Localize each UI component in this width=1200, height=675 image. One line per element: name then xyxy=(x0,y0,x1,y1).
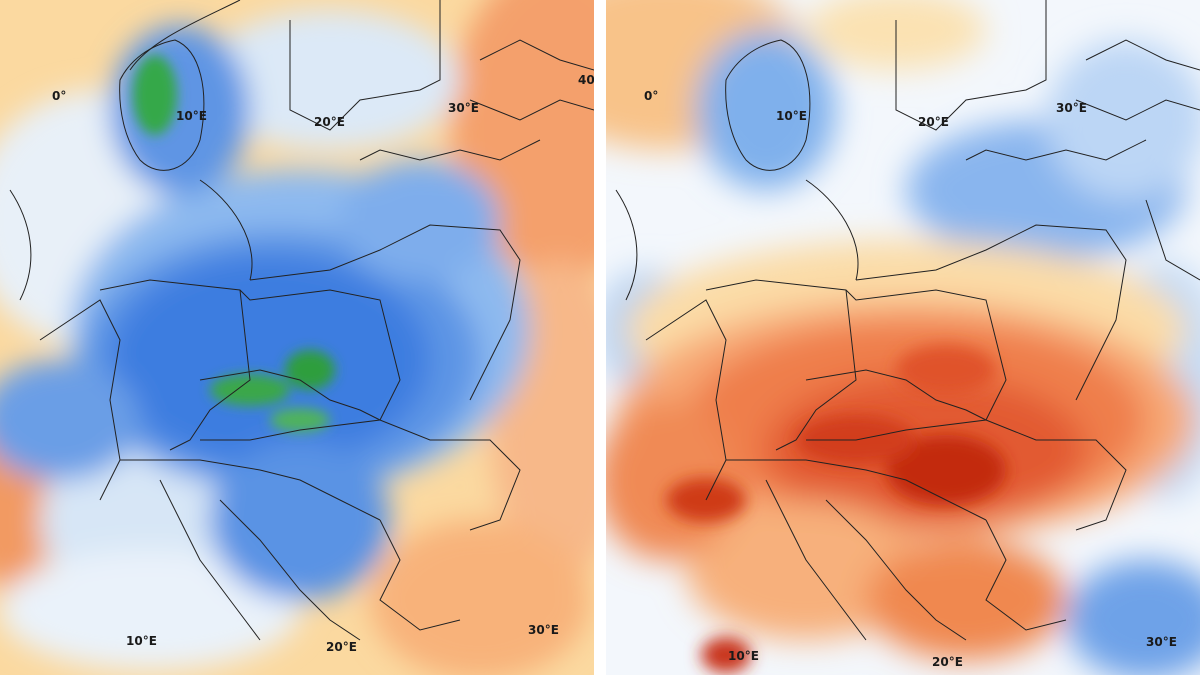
lon-label-0: 0° xyxy=(52,89,66,103)
lon-label-20e-bottom: 20°E xyxy=(326,640,357,654)
sweden-coast xyxy=(199,179,253,281)
country-borders xyxy=(39,0,594,641)
lon-label-10e-top: 10°E xyxy=(176,109,207,123)
sweden-coast xyxy=(805,179,859,281)
lon-label-0: 0° xyxy=(644,89,658,103)
uk-coast xyxy=(9,189,32,301)
warm-anomaly-map: 0° 10°E 20°E 30°E 10°E 20°E 30°E xyxy=(606,0,1200,675)
lon-label-30e-bottom: 30°E xyxy=(528,623,559,637)
cold-anomaly-map-panel: 0° 10°E 20°E 30°E 40 10°E 20°E 30°E xyxy=(0,0,594,675)
lon-label-30e-top: 30°E xyxy=(448,101,479,115)
lon-label-40-top: 40 xyxy=(578,73,594,87)
uk-coast xyxy=(615,189,638,301)
lon-label-20e-top: 20°E xyxy=(918,115,949,129)
lon-label-30e-top: 30°E xyxy=(1056,101,1087,115)
cold-anomaly-map: 0° 10°E 20°E 30°E 40 10°E 20°E 30°E xyxy=(0,0,594,675)
norway-coast xyxy=(119,39,205,171)
lon-label-20e-top: 20°E xyxy=(314,115,345,129)
warm-anomaly-map-panel: 0° 10°E 20°E 30°E 10°E 20°E 30°E xyxy=(606,0,1200,675)
country-borders xyxy=(645,0,1200,641)
norway-coast xyxy=(725,39,811,171)
panel-divider xyxy=(594,0,606,675)
lon-label-10e-bottom: 10°E xyxy=(126,634,157,648)
lon-label-10e-top: 10°E xyxy=(776,109,807,123)
lon-label-30e-bottom: 30°E xyxy=(1146,635,1177,649)
lon-label-20e-bottom: 20°E xyxy=(932,655,963,669)
lon-label-10e-bottom: 10°E xyxy=(728,649,759,663)
